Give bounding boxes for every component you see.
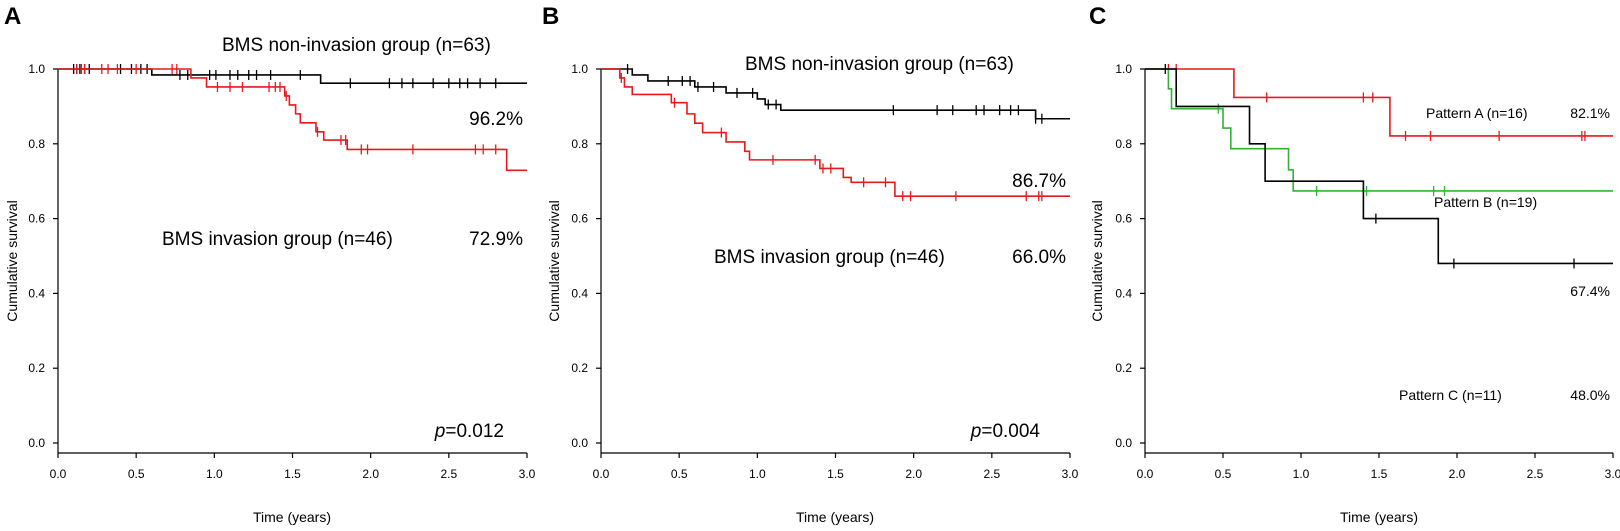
x-axis-label: Time (years) — [796, 509, 874, 525]
panel-label: B — [542, 3, 559, 30]
series-label-invasion: BMS invasion group (n=46) — [162, 229, 393, 250]
x-tick-label: 0.0 — [593, 467, 610, 481]
y-tick-label: 0.4 — [28, 286, 45, 300]
series-layer — [601, 64, 1070, 202]
x-tick-label: 1.0 — [1293, 467, 1310, 481]
y-tick-labels: 0.0 0.2 0.4 0.6 0.8 1.0 — [571, 62, 601, 450]
y-tick-label: 0.6 — [28, 212, 45, 226]
panel-label: A — [4, 3, 21, 30]
panel-a: A 0.0 0.2 0.4 0.6 0.8 1.0 0.0 0.5 1.0 1.5 2.0 2.5 3… — [4, 3, 536, 525]
series-pct-pattern-b: 67.4% — [1570, 283, 1610, 299]
x-tick-label: 2.0 — [1449, 467, 1466, 481]
p-value: p=0.012 — [434, 421, 504, 442]
x-tick-labels: 0.0 0.5 1.0 1.5 2.0 2.5 3.0 — [50, 453, 536, 481]
y-tick-label: 0.2 — [571, 361, 588, 375]
y-tick-label: 1.0 — [571, 62, 588, 76]
y-axis-label: Cumulative survival — [546, 200, 562, 321]
survival-curve-0 — [601, 68, 1070, 120]
x-tick-label: 1.0 — [749, 467, 766, 481]
survival-curve-0 — [58, 68, 527, 85]
y-tick-label: 1.0 — [28, 62, 45, 76]
y-tick-label: 0.0 — [571, 436, 588, 450]
y-tick-label: 0.8 — [571, 137, 588, 151]
x-tick-label: 2.0 — [905, 467, 922, 481]
x-tick-labels: 0.0 0.5 1.0 1.5 2.0 2.5 3.0 — [593, 453, 1079, 481]
x-tick-label: 0.0 — [50, 467, 67, 481]
x-tick-label: 2.5 — [983, 467, 1000, 481]
survival-curve-1 — [1145, 68, 1613, 192]
y-tick-label: 0.8 — [28, 137, 45, 151]
y-tick-label: 0.0 — [28, 436, 45, 450]
x-tick-label: 1.0 — [206, 467, 223, 481]
y-tick-label: 0.4 — [1115, 286, 1132, 300]
p-number: =0.004 — [981, 421, 1040, 442]
panel-c: C 0.0 0.2 0.4 0.6 0.8 1.0 0.0 0.5 1.0 1.5 2.0 2.5 3… — [1089, 3, 1620, 525]
x-tick-label: 0.5 — [671, 467, 688, 481]
survival-curve-1 — [601, 68, 1070, 197]
x-tick-label: 3.0 — [1605, 467, 1620, 481]
series-pct-invasion: 66.0% — [1012, 247, 1066, 268]
series-label-non-invasion: BMS non-invasion group (n=63) — [745, 54, 1014, 75]
p-symbol: p — [970, 421, 982, 442]
x-tick-label: 2.5 — [1527, 467, 1544, 481]
y-tick-label: 0.4 — [571, 286, 588, 300]
series-label-pattern-b: Pattern B (n=19) — [1434, 194, 1537, 210]
x-tick-label: 2.5 — [440, 467, 457, 481]
p-value: p=0.004 — [970, 421, 1041, 442]
p-symbol: p — [434, 421, 446, 442]
y-tick-label: 0.2 — [28, 361, 45, 375]
x-tick-label: 3.0 — [519, 467, 536, 481]
y-tick-labels: 0.0 0.2 0.4 0.6 0.8 1.0 — [28, 62, 58, 450]
x-tick-labels: 0.0 0.5 1.0 1.5 2.0 2.5 3.0 — [1137, 453, 1620, 481]
series-pct-invasion: 72.9% — [469, 229, 523, 250]
y-tick-label: 0.2 — [1115, 361, 1132, 375]
y-tick-label: 0.8 — [1115, 137, 1132, 151]
x-tick-label: 1.5 — [1371, 467, 1388, 481]
survival-curve-2 — [1145, 68, 1613, 265]
series-label-invasion: BMS invasion group (n=46) — [714, 247, 945, 268]
y-tick-label: 0.6 — [1115, 212, 1132, 226]
series-layer — [1145, 64, 1613, 269]
p-number: =0.012 — [445, 421, 504, 442]
x-axis-label: Time (years) — [1340, 509, 1418, 525]
series-pct-pattern-c: 48.0% — [1570, 387, 1610, 403]
survival-curve-0 — [1145, 68, 1613, 137]
series-label-pattern-a: Pattern A (n=16) — [1426, 105, 1528, 121]
y-axis-label: Cumulative survival — [4, 200, 20, 321]
series-label-non-invasion: BMS non-invasion group (n=63) — [222, 35, 491, 56]
y-axis-label: Cumulative survival — [1089, 200, 1105, 321]
x-axis-label: Time (years) — [253, 509, 331, 525]
series-pct-non-invasion: 86.7% — [1012, 171, 1066, 192]
panel-label: C — [1089, 3, 1106, 30]
survival-curve-1 — [58, 68, 527, 172]
y-tick-label: 1.0 — [1115, 62, 1132, 76]
x-tick-label: 0.5 — [128, 467, 145, 481]
series-pct-non-invasion: 96.2% — [469, 109, 523, 130]
x-tick-label: 2.0 — [362, 467, 379, 481]
x-tick-label: 1.5 — [827, 467, 844, 481]
y-tick-label: 0.6 — [571, 212, 588, 226]
y-tick-labels: 0.0 0.2 0.4 0.6 0.8 1.0 — [1115, 62, 1145, 450]
series-label-pattern-c: Pattern C (n=11) — [1399, 387, 1502, 403]
series-pct-pattern-a: 82.1% — [1570, 105, 1610, 121]
series-layer — [58, 64, 527, 172]
x-tick-label: 1.5 — [284, 467, 301, 481]
panel-b: B 0.0 0.2 0.4 0.6 0.8 1.0 0.0 0.5 1.0 1.5 2.0 2.5 3… — [542, 3, 1079, 525]
x-tick-label: 3.0 — [1062, 467, 1079, 481]
y-tick-label: 0.0 — [1115, 436, 1132, 450]
x-tick-label: 0.0 — [1137, 467, 1154, 481]
x-tick-label: 0.5 — [1215, 467, 1232, 481]
